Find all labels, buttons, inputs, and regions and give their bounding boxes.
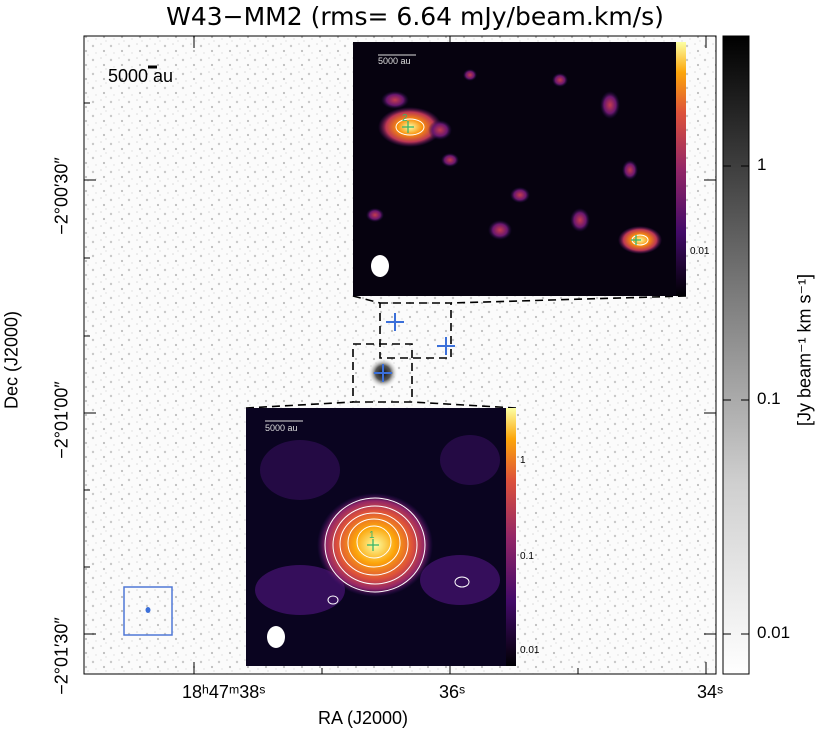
zoom-box-lower [352, 343, 413, 403]
upper-inset [353, 42, 686, 296]
lower-inset-cb-tick-0.1: 0.1 [520, 551, 534, 562]
lower-inset-source-label: 1 [369, 530, 375, 541]
source-crosses [374, 313, 455, 382]
x-tick-label-2: 34ˢ [697, 682, 724, 702]
beam-ellipse [145, 607, 151, 613]
upper-inset-source-label: 2 [402, 113, 408, 124]
upper-inset-cb-tick: 0.01 [690, 246, 710, 257]
colorbar-tick-0.01: 0.01 [757, 623, 791, 642]
main-colorbar [722, 35, 750, 675]
lower-inset-cb-tick-1: 1 [520, 455, 526, 466]
chart-title: W43−MM2 (rms= 6.64 mJy/beam.km/s) [166, 2, 664, 31]
colorbar-tick-1: 1 [757, 155, 767, 174]
axis-ticks [84, 36, 716, 674]
x-tick-label-1: 36ˢ [439, 682, 466, 702]
beam-box [123, 586, 173, 636]
x-axis-label: RA (J2000) [318, 708, 409, 728]
main-scale-label: 5000 au [108, 66, 174, 86]
x-tick-label-0: 18ʰ47ᵐ38ˢ [182, 682, 266, 702]
y-tick-label-0: −2°00′30″ [51, 157, 72, 235]
colorbar-tick-0.1: 0.1 [757, 389, 781, 408]
lower-inset-cb-tick-0.01: 0.01 [520, 645, 540, 656]
lower-inset [246, 408, 516, 666]
colorbar-label: [Jy beam⁻¹ km s⁻¹] [794, 273, 815, 427]
upper-inset-scale-label: 5000 au [378, 56, 411, 66]
zoom-box-upper [379, 302, 452, 359]
lower-inset-scale-label: 5000 au [265, 423, 298, 433]
y-axis-label: Dec (J2000) [1, 310, 22, 410]
y-tick-label-1: −2°01′00″ [51, 381, 72, 459]
y-tick-label-2: −2°01′30″ [51, 617, 72, 695]
